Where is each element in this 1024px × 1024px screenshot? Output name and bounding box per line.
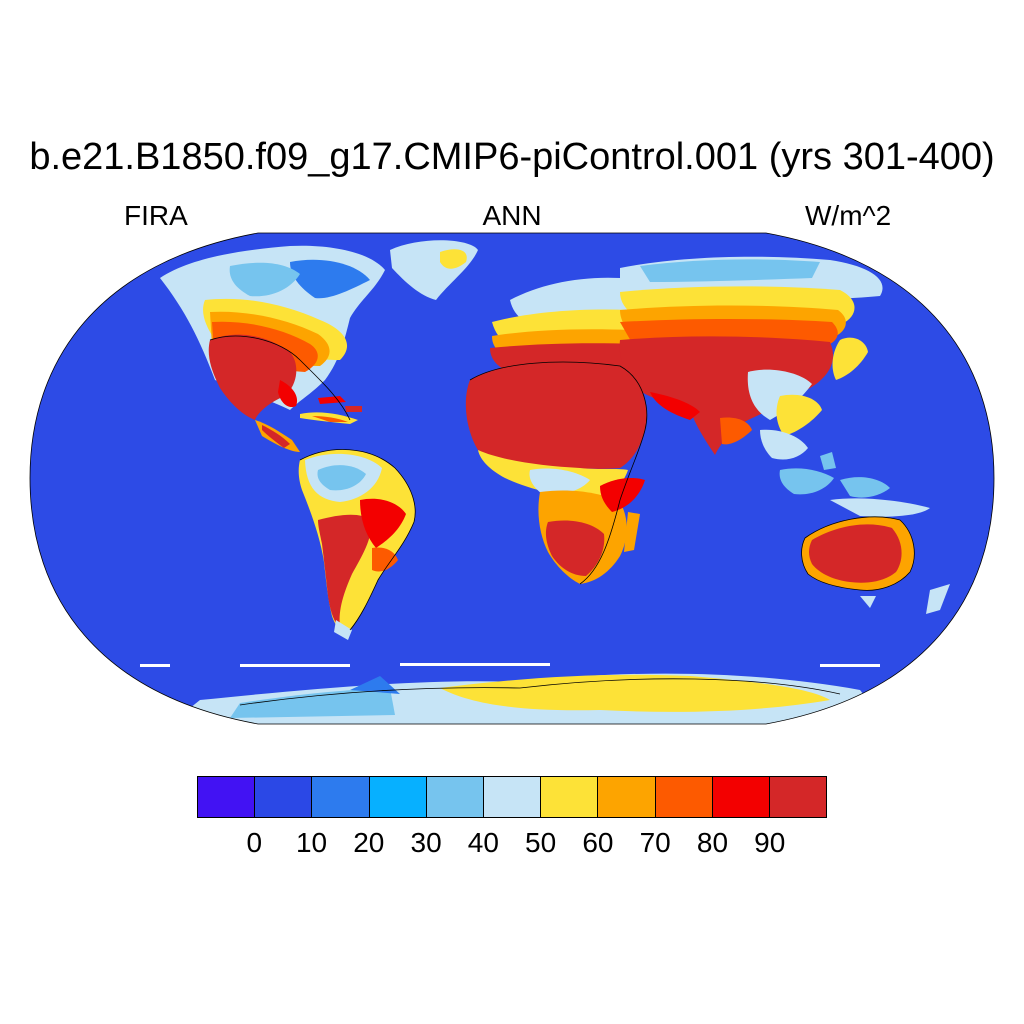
colorbar-box-4 [425,776,484,818]
coastlines [209,335,915,706]
colorbar-label: 10 [295,827,328,858]
southeast-asia [760,429,930,517]
colorbar-box-9 [711,776,770,818]
units-label: W/m^2 [805,200,892,231]
colorbar-label: 30 [410,827,442,858]
colorbar-label: 40 [467,827,499,858]
australia [801,516,950,614]
colorbar-box-3 [368,776,427,818]
colorbar-label: 20 [353,827,385,858]
north-america [160,245,385,452]
variable-label: FIRA [124,200,188,231]
europe [490,277,656,370]
colorbar-label: 60 [582,827,614,858]
colorbar-box-7 [597,776,656,818]
antarctica [150,673,900,724]
colorbar [197,776,828,818]
sea-ice-edge [140,663,880,667]
colorbar-label: 50 [525,827,557,858]
colorbar-box-6 [540,776,599,818]
colorbar-box-2 [311,776,370,818]
colorbar-box-8 [654,776,713,818]
colorbar-box-10 [768,776,828,818]
plot-title: b.e21.B1850.f09_g17.CMIP6-piControl.001 … [29,136,995,178]
colorbar-label: 70 [639,827,671,858]
colorbar-label: 0 [246,827,263,858]
asia [619,256,883,455]
season-label: ANN [482,200,542,231]
colorbar-box-1 [254,776,313,818]
africa [465,362,647,584]
colorbar-label: 80 [696,827,729,858]
colorbar-box-0 [197,776,256,818]
colorbar-labels: 0 10 20 30 40 50 60 70 80 90 [0,826,1024,866]
colorbar-box-5 [482,776,542,818]
map-outline [29,232,995,725]
south-america [298,449,416,640]
colorbar-label: 90 [754,827,786,858]
greenland [390,240,478,300]
